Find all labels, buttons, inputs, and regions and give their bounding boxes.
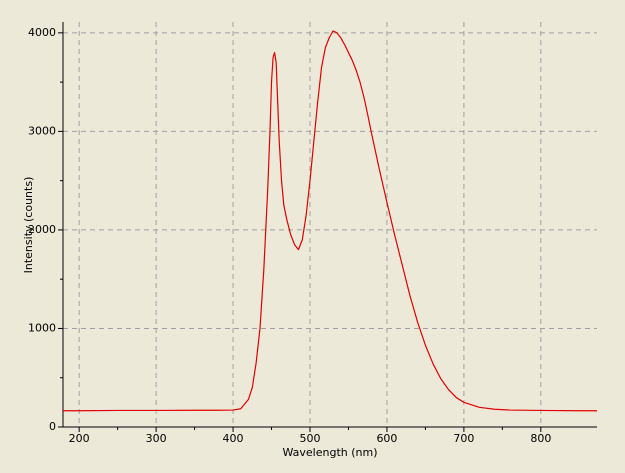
x-axis-label: Wavelength (nm) xyxy=(282,446,377,459)
y-axis-label: Intensity (counts) xyxy=(22,177,35,274)
x-tick-label: 400 xyxy=(223,432,244,445)
y-tick-label: 4000 xyxy=(28,26,56,39)
x-tick-label: 500 xyxy=(299,432,320,445)
x-tick-label: 200 xyxy=(69,432,90,445)
y-tick-label: 3000 xyxy=(28,124,56,137)
x-tick-label: 700 xyxy=(453,432,474,445)
x-tick-label: 300 xyxy=(146,432,167,445)
y-tick-label: 2000 xyxy=(28,223,56,236)
y-tick-label: 1000 xyxy=(28,321,56,334)
x-tick-label: 600 xyxy=(376,432,397,445)
y-tick-label: 0 xyxy=(49,420,56,433)
line-series xyxy=(63,30,597,412)
x-tick-label: 800 xyxy=(530,432,551,445)
